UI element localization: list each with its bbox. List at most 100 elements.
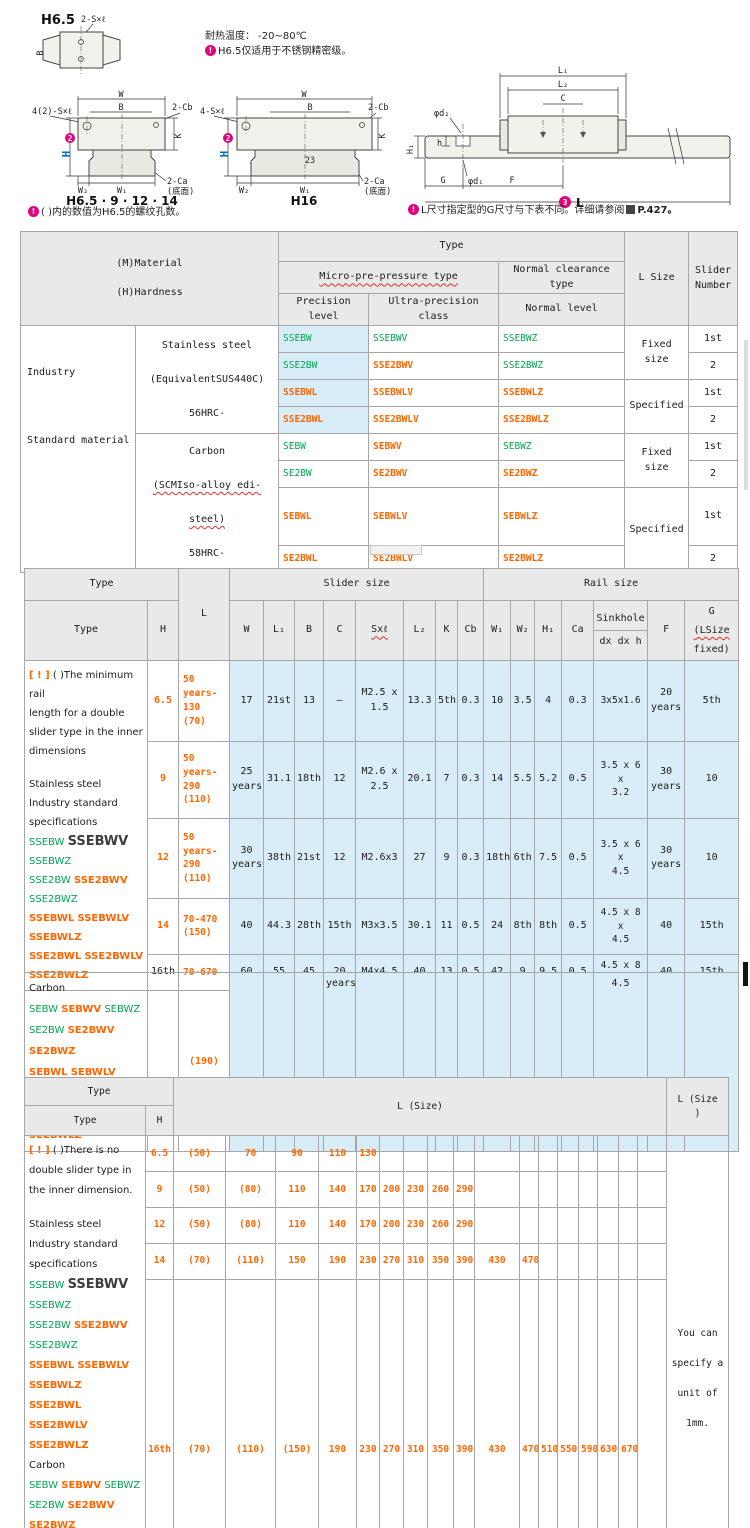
- cell: 31.1: [263, 740, 295, 819]
- text-run: SEBWL: [29, 1067, 68, 1078]
- cell: [578, 1135, 599, 1172]
- length-size-table: Type L (Size) L (Size ) Type H[ ! ] ( )There…: [23, 1077, 730, 1528]
- text-run: specify a: [671, 1357, 724, 1369]
- cell: 16th: [144, 1278, 175, 1528]
- text-run: ( )There is no: [52, 1145, 120, 1156]
- text-run: SSEBWL: [29, 1360, 75, 1371]
- cell: 150: [275, 1242, 320, 1280]
- text-run: SE2BWZ: [29, 1046, 76, 1057]
- cell: 170: [356, 1170, 381, 1208]
- dim-w1-label: W₁: [300, 186, 310, 196]
- side-view-shape: [424, 108, 731, 168]
- cell: 15th: [684, 898, 740, 955]
- cell: [538, 1170, 559, 1208]
- cell: 14: [147, 898, 179, 955]
- cell: [637, 1135, 668, 1172]
- cell: 260: [427, 1206, 455, 1244]
- text-run: dimensions: [29, 746, 87, 757]
- text-run: (SCMIso-alloy edi-steel): [152, 480, 262, 525]
- dimensions-table: Type L Slider size Rail size Type H W L₁ B C Sxℓ L₂…: [24, 568, 740, 992]
- cell: 430: [474, 1278, 521, 1528]
- dim-b-label: B: [118, 103, 123, 113]
- cell: 10: [684, 817, 740, 900]
- cell: 350: [427, 1242, 455, 1280]
- cell: 140: [318, 1206, 358, 1244]
- cell: 200: [379, 1206, 405, 1244]
- cell: –: [323, 660, 356, 742]
- cell: 170: [356, 1206, 381, 1244]
- cell: 40: [647, 898, 686, 955]
- text-run: SE2BWV: [67, 1025, 115, 1036]
- text-run: SSE2BWLV: [29, 1420, 88, 1431]
- dim-d1-label: φd₁: [468, 177, 483, 187]
- dim-w2-label: W₂: [78, 186, 88, 196]
- header-cell: Ultra-precision class: [368, 293, 500, 326]
- cell: 390: [453, 1278, 476, 1528]
- cell: 25 years: [229, 740, 264, 819]
- thread-count-note: !( )内的数值为H6.5的螺纹孔数。: [28, 205, 185, 220]
- text-run: Stainless steel: [29, 779, 102, 790]
- header-cell: Normal clearance type: [498, 261, 626, 294]
- cell: [538, 1242, 559, 1280]
- model-selection-table: (M)Material (H)Hardness Type L Size Slider …: [19, 231, 739, 573]
- cell: Stainless steel (EquivalentSUS440C) 56HR…: [134, 325, 280, 434]
- cell: 50 years-130 (70): [178, 660, 230, 742]
- header-cell: L (Size): [173, 1077, 668, 1136]
- cell: [637, 1278, 668, 1528]
- cell: 0.5: [561, 817, 595, 900]
- cell: Carbon (SCMIso-alloy edi-steel) 58HRC-: [134, 433, 280, 573]
- cell: [453, 1135, 476, 1172]
- cell: 3x5x1.6: [593, 660, 649, 742]
- dim-l1-label: L₁: [558, 66, 568, 76]
- cell: SSE2BWZ: [498, 352, 626, 380]
- cell: 12: [323, 817, 356, 900]
- text-run: G: [708, 606, 715, 617]
- dim-b-label: B: [307, 103, 312, 113]
- resize-handle[interactable]: [370, 545, 422, 555]
- header-cell: W₂: [510, 600, 536, 661]
- cell: 3.5 x 6 x 3.2: [593, 740, 649, 819]
- cb-callout-label: 2-Cb: [172, 103, 192, 113]
- cell: [618, 1135, 639, 1172]
- cell: [618, 1206, 639, 1244]
- cell: 290: [453, 1170, 476, 1208]
- cell: [557, 1135, 580, 1172]
- cell: 21st: [263, 660, 295, 742]
- cell: 7: [435, 740, 458, 819]
- header-cell: Micro-pre-pressure type: [278, 261, 500, 294]
- badge-number: 3: [563, 198, 568, 207]
- dim-h-label: H: [60, 151, 73, 158]
- cell: 5th: [435, 660, 458, 742]
- scrollbar-thumb[interactable]: [744, 340, 748, 490]
- cell: 10: [483, 660, 512, 742]
- dim-w2-label: W₂: [239, 186, 249, 196]
- scrollbar-mark[interactable]: [743, 962, 748, 986]
- cell: 9: [147, 740, 179, 819]
- cell: [637, 1206, 668, 1244]
- dim-f-label: F: [509, 176, 514, 186]
- cell: 13: [294, 660, 324, 742]
- cell: Fixed size: [624, 325, 690, 380]
- warning-icon: !: [408, 204, 419, 215]
- cell: [474, 1206, 521, 1244]
- text-run: fixed): [693, 644, 730, 655]
- header-cell: Type: [24, 600, 148, 661]
- cell: 70-470 (150): [178, 898, 230, 955]
- badge-number: 2: [226, 134, 231, 143]
- cell: [ ! ] ( )There is no double slider type i…: [24, 1135, 146, 1528]
- cell: 5.2: [534, 740, 563, 819]
- cell: [474, 1135, 521, 1172]
- cell: 230: [403, 1170, 429, 1208]
- cell: 550: [557, 1278, 580, 1528]
- cell: 290: [453, 1206, 476, 1244]
- cell: SEBWV: [368, 433, 500, 461]
- cell: [379, 1135, 405, 1172]
- cell: SSEBWZ: [498, 325, 626, 353]
- cell: 110: [275, 1170, 320, 1208]
- section-a-shape: [77, 114, 166, 180]
- cell: 20 years: [647, 660, 686, 742]
- cell: 38th: [263, 817, 295, 900]
- cell: [618, 1242, 639, 1280]
- cell: SSE2BWL: [278, 406, 370, 434]
